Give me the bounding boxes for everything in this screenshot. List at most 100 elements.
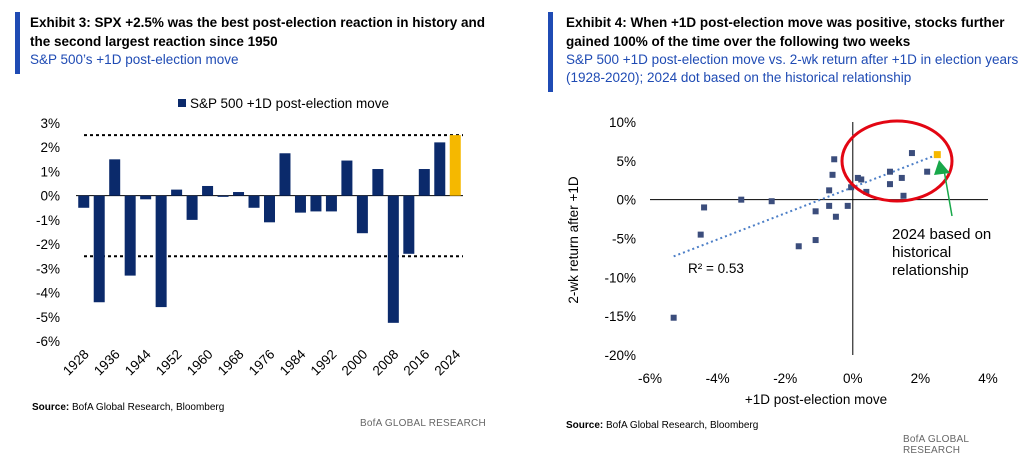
x-tick-label: 1944 (122, 346, 154, 378)
y-tick-label: -2% (36, 237, 60, 252)
exhibit-3-panel: Exhibit 3: SPX +2.5% was the best post-e… (0, 0, 500, 462)
scatter-point (858, 176, 865, 183)
y-tick-label: -5% (612, 232, 636, 247)
highlight-circle (840, 119, 954, 203)
x-tick-label: 1976 (246, 347, 278, 379)
y-tick-label: 1% (40, 164, 60, 179)
exhibit-4-brand: BofA GLOBAL RESEARCH (903, 434, 969, 456)
bar-1964 (217, 195, 229, 197)
scatter-chart: 10% 5% 0% -5% -10% -15% -20%-6% -4% -2% 0% 2% 4% +1D… (566, 115, 998, 407)
scatter-point (829, 171, 836, 178)
x-tick-label: -6% (638, 371, 662, 386)
bar-1972 (248, 195, 260, 208)
bar-1956 (186, 195, 198, 220)
bar-2008 (387, 195, 399, 323)
scatter-point (908, 150, 915, 157)
x-tick-label: 2% (911, 371, 931, 386)
r2-label: R² = 0.53 (688, 261, 744, 276)
exhibit-3-subtitle: S&P 500’s +1D post-election move (30, 52, 239, 67)
bar-2020 (434, 142, 446, 196)
bar-1984 (294, 195, 306, 213)
accent-bar (15, 12, 20, 74)
bar-1996 (341, 160, 353, 196)
x-tick-label: 1952 (153, 347, 185, 379)
bar-1952 (171, 189, 183, 196)
annotation-text: historical (892, 244, 951, 261)
scatter-point (826, 202, 833, 209)
annotation-arrow-line (943, 169, 953, 217)
bar-1940 (124, 195, 136, 276)
bar-1936 (109, 159, 121, 196)
y-tick-label: 2% (40, 140, 60, 155)
y-tick-label: 10% (609, 115, 636, 130)
annotation-arrow-head (934, 160, 950, 175)
y-tick-label: -15% (604, 309, 636, 324)
exhibit-4-header: Exhibit 4: When +1D post-election move w… (566, 13, 1024, 87)
bar-2000 (356, 195, 368, 234)
y-tick-label: -20% (604, 348, 636, 363)
y-tick-label: -10% (604, 270, 636, 285)
exhibit-3-source: Source: BofA Global Research, Bloomberg (32, 402, 225, 413)
x-tick-label: 2000 (339, 347, 371, 379)
exhibit-3-title: Exhibit 3: SPX +2.5% was the best post-e… (30, 15, 485, 49)
x-tick-label: -4% (706, 371, 730, 386)
x-tick-label: 1960 (184, 347, 216, 379)
y-tick-label: -6% (36, 334, 60, 349)
scatter-point (863, 188, 870, 195)
bar-2012 (403, 195, 415, 254)
bar-1932 (93, 195, 105, 303)
exhibit-4-subtitle: S&P 500 +1D post-election move vs. 2-wk … (566, 52, 1019, 85)
exhibit-4-panel: Exhibit 4: When +1D post-election move w… (548, 0, 1024, 462)
x-tick-label: 1936 (91, 347, 123, 379)
x-tick-label: -2% (773, 371, 797, 386)
x-tick-label: 0% (843, 371, 863, 386)
legend-label: S&P 500 +1D post-election move (190, 96, 389, 111)
y-axis-label: 2-wk return after +1D (566, 176, 581, 303)
bar-1992 (325, 195, 337, 212)
x-tick-label: 2016 (401, 347, 433, 379)
x-tick-label: 1928 (60, 347, 92, 379)
bar-2024 (449, 135, 461, 196)
x-tick-label: 2008 (370, 347, 402, 379)
scatter-point (701, 204, 708, 211)
scatter-point (924, 168, 931, 175)
bar-1976 (264, 195, 275, 223)
bar-2004 (372, 169, 384, 196)
scatter-point (898, 174, 905, 181)
scatter-point (886, 181, 893, 188)
bar-1948 (155, 195, 167, 308)
x-tick-label: 1992 (308, 347, 340, 379)
scatter-point (812, 237, 819, 244)
scatter-point (826, 187, 833, 194)
bar-1980 (279, 153, 291, 196)
bar-2016 (418, 169, 430, 196)
scatter-point (812, 208, 819, 215)
annotation-text: relationship (892, 262, 969, 279)
scatter-point (844, 202, 851, 209)
scatter-point (886, 168, 893, 175)
bar-1928 (78, 195, 90, 208)
y-tick-label: -1% (36, 213, 60, 228)
exhibit-3-header: Exhibit 3: SPX +2.5% was the best post-e… (30, 13, 500, 69)
scatter-point (697, 231, 704, 238)
scatter-point (832, 213, 839, 220)
x-tick-label: 1984 (277, 346, 309, 378)
exhibit-4-source: Source: BofA Global Research, Bloomberg (566, 420, 759, 431)
bar-1988 (310, 195, 322, 212)
scatter-point (738, 196, 745, 203)
trendline (673, 153, 938, 258)
bar-1968 (233, 192, 245, 196)
bar-1944 (140, 195, 152, 200)
scatter-point (831, 156, 838, 163)
x-tick-label: 2024 (432, 346, 464, 378)
scatter-point (900, 192, 907, 199)
y-tick-label: -3% (36, 261, 60, 276)
scatter-point (854, 174, 861, 181)
y-tick-label: 3% (40, 116, 60, 131)
y-tick-label: 0% (616, 193, 636, 208)
legend-swatch (178, 99, 186, 107)
scatter-point (848, 184, 855, 191)
exhibit-3-brand: BofA GLOBAL RESEARCH (360, 418, 486, 429)
y-tick-label: -5% (36, 310, 60, 325)
bar-chart: S&P 500 +1D post-election move 3% 2% 1% 0% -1… (36, 96, 464, 379)
